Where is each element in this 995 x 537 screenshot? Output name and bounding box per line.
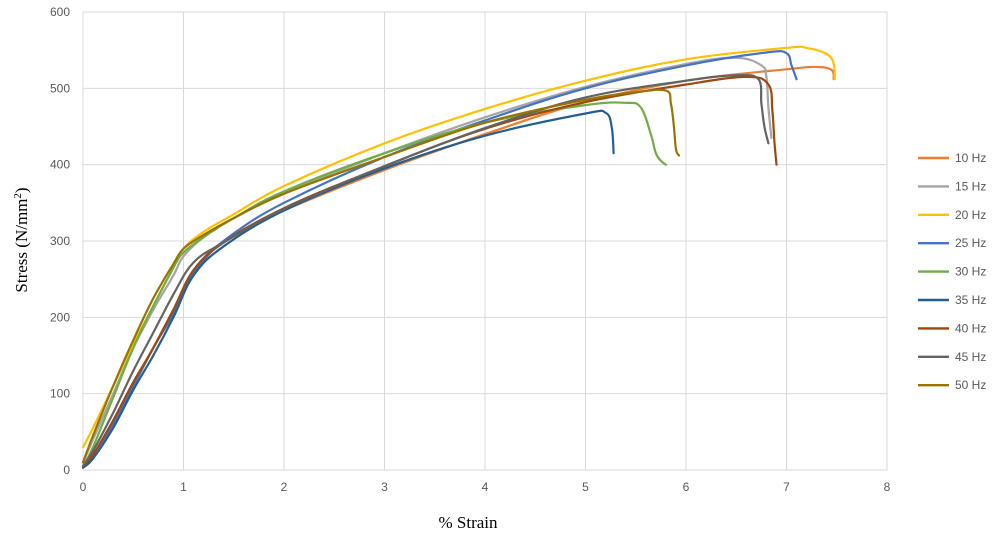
y-tick-label: 300 <box>50 234 70 248</box>
y-tick-label: 400 <box>50 158 70 172</box>
x-axis-title: % Strain <box>438 513 498 532</box>
x-tick-label: 3 <box>381 480 388 494</box>
series-line-30-hz <box>81 101 667 468</box>
series-line-20-hz <box>81 45 836 449</box>
legend-label-45-hz: 45 Hz <box>955 350 986 364</box>
legend-label-15-hz: 15 Hz <box>955 179 986 193</box>
x-tick-label: 0 <box>80 480 87 494</box>
legend-label-10-hz: 10 Hz <box>955 151 986 165</box>
y-axis-title-sup: 2 <box>12 193 24 199</box>
y-axis-title-main: Stress (N/mm <box>12 199 31 293</box>
y-axis-title-end: ) <box>12 187 31 193</box>
x-tick-label: 4 <box>482 480 489 494</box>
legend-label-40-hz: 40 Hz <box>955 321 986 335</box>
legend: 10 Hz 15 Hz 20 Hz 25 Hz 30 Hz 35 Hz 40 Hz 45 Hz… <box>918 151 986 392</box>
legend-label-35-hz: 35 Hz <box>955 293 986 307</box>
x-tick-label: 5 <box>582 480 589 494</box>
y-axis-title: Stress (N/mm2) <box>12 187 31 292</box>
legend-label-30-hz: 30 Hz <box>955 265 986 279</box>
x-tick-label: 8 <box>884 480 891 494</box>
y-tick-label: 0 <box>63 463 70 477</box>
series-line-15-hz <box>81 56 773 464</box>
y-axis-ticks: 0 100 200 300 400 500 600 <box>50 5 70 477</box>
legend-label-25-hz: 25 Hz <box>955 236 986 250</box>
x-axis-ticks: 0 1 2 3 4 5 6 7 8 <box>80 480 891 494</box>
x-tick-label: 7 <box>783 480 790 494</box>
y-tick-label: 500 <box>50 81 70 95</box>
y-tick-label: 600 <box>50 5 70 19</box>
series-line-50-hz <box>81 88 681 464</box>
y-tick-label: 100 <box>50 387 70 401</box>
x-tick-label: 2 <box>281 480 288 494</box>
legend-label-20-hz: 20 Hz <box>955 208 986 222</box>
series-line-45-hz <box>81 74 770 468</box>
y-tick-label: 200 <box>50 310 70 324</box>
series-line-25-hz <box>81 50 798 468</box>
series-lines <box>81 45 836 469</box>
x-tick-label: 1 <box>180 480 187 494</box>
x-tick-label: 6 <box>683 480 690 494</box>
series-line-35-hz <box>81 109 615 469</box>
legend-label-50-hz: 50 Hz <box>955 378 986 392</box>
